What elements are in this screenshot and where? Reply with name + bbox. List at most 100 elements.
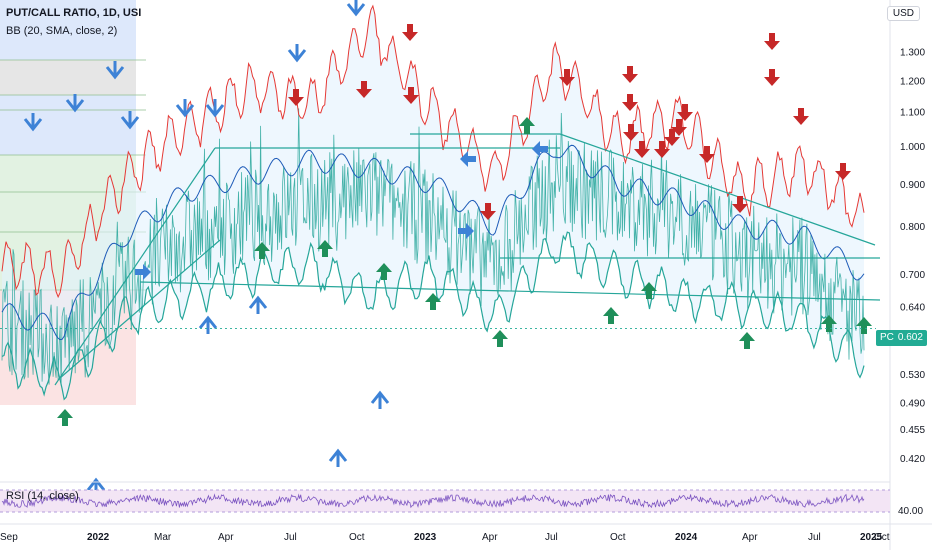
blue-down-arrow [287,44,307,63]
y-tick-label: 0.640 [900,302,925,313]
arrow-shape [425,293,441,310]
zone-gray [0,60,136,95]
arrow-head [105,66,125,80]
arrow-shape [634,141,650,158]
blue-left-arrow [460,151,476,167]
arrow-head [346,3,366,17]
red-down-arrow [622,94,638,111]
x-tick-label: Oct [874,532,890,543]
green-up-arrow [856,317,872,334]
green-up-arrow [519,117,535,134]
indicator-label[interactable]: BB (20, SMA, close, 2) [6,25,118,37]
blue-up-arrow [370,390,390,409]
arrow-shape [356,81,372,98]
arrow-shape [641,282,657,299]
blue-down-arrow [120,111,140,130]
arrow-shape [480,203,496,220]
red-down-arrow [654,141,670,158]
blue-right-arrow [458,223,474,239]
arrow-head [86,477,106,491]
arrow-shape [793,108,809,125]
arrow-shape [677,104,693,121]
bb-upper-line [1,4,865,299]
blue-up-arrow [328,448,348,467]
arrow-shape [254,242,270,259]
chart-title[interactable]: PUT/CALL RATIO, 1D, USI [6,7,142,19]
y-tick-label: 0.490 [900,399,925,410]
arrow-shape [492,330,508,347]
x-tick-label: 2025 [860,532,883,543]
arrow-shape [821,315,837,332]
last-price-badge: PC 0.602 [876,330,927,346]
arrow-head [120,116,140,130]
arrow-head [23,118,43,132]
red-down-arrow [356,81,372,98]
currency-button[interactable]: USD [886,6,920,21]
red-down-arrow [677,104,693,121]
red-down-arrow [634,141,650,158]
arrow-head [175,104,195,118]
trendline [54,147,216,386]
zone-blue [0,95,136,155]
x-tick-label: Mar [154,532,172,543]
arrow-shape [57,409,73,426]
red-down-arrow [764,69,780,86]
green-up-arrow [425,293,441,310]
arrow-head [198,315,218,329]
x-tick-label: Jul [545,532,558,543]
arrow-shape [403,87,419,104]
trendline [139,281,881,301]
bb-basis-line [1,144,865,341]
arrow-head [205,104,225,118]
arrow-head [248,295,268,309]
x-tick-label: Jul [808,532,821,543]
arrow-shape [654,141,670,158]
blue-down-arrow [23,113,43,132]
green-up-arrow [57,409,73,426]
arrow-head [370,390,390,404]
green-up-arrow [603,307,619,324]
blue-down-arrow [205,99,225,118]
blue-left-arrow [532,141,548,157]
x-tick-label: 2024 [675,532,698,543]
red-down-arrow [793,108,809,125]
bb-lower-line [1,231,865,401]
arrow-shape [317,240,333,257]
rsi-line [1,493,865,509]
y-tick-label: 1.100 [900,108,925,119]
arrow-shape [458,223,474,239]
red-down-arrow [732,196,748,213]
x-tick-label: Oct [349,532,365,543]
green-up-arrow [739,332,755,349]
red-down-arrow [623,124,639,141]
arrow-shape [764,69,780,86]
rsi-label[interactable]: RSI (14, close) [6,490,79,502]
blue-up-arrow [198,315,218,334]
arrow-head [65,99,85,113]
x-tick-label: Oct [610,532,626,543]
arrow-shape [288,89,304,106]
arrow-head [328,448,348,462]
x-tick-label: 2022 [87,532,110,543]
arrow-shape [559,69,575,86]
trendline [559,133,876,246]
price-axis [890,0,932,550]
arrow-shape [532,141,548,157]
arrow-shape [603,307,619,324]
symbol-label: PC [880,332,894,343]
y-tick-label: 1.000 [900,142,925,153]
arrow-shape [135,264,151,280]
y-tick-label: 0.530 [900,370,925,381]
x-tick-label: Sep [0,532,18,543]
blue-up-arrow [248,295,268,314]
green-up-arrow [317,240,333,257]
rsi-tick-label: 40.00 [898,506,923,517]
red-down-arrow [764,33,780,50]
zone-blue [0,0,136,60]
red-down-arrow [559,69,575,86]
arrow-shape [622,94,638,111]
y-tick-label: 1.200 [900,76,925,87]
y-tick-label: 0.700 [900,270,925,281]
